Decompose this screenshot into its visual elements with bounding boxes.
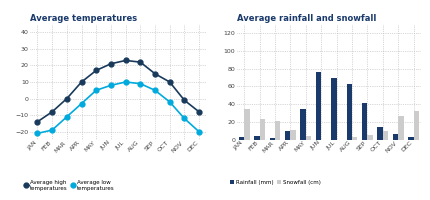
Legend: Rainfall (mm), Snowfall (cm): Rainfall (mm), Snowfall (cm) [230,180,320,185]
Bar [383,131,388,140]
Bar [347,84,352,140]
Bar [398,116,404,140]
Bar [316,72,321,140]
Bar [254,136,260,140]
Bar [368,135,373,140]
Bar [352,137,357,140]
Bar [378,127,383,140]
Text: Average rainfall and snowfall: Average rainfall and snowfall [237,14,376,23]
Bar [270,138,275,140]
Bar [393,134,398,140]
Bar [275,121,280,140]
Bar [301,109,306,140]
Bar [306,136,311,140]
Bar [331,78,337,140]
Bar [239,137,244,140]
Bar [408,137,414,140]
Bar [244,109,249,140]
Bar [362,103,368,140]
Bar [260,119,265,140]
Bar [285,131,290,140]
Text: Average temperatures: Average temperatures [30,14,137,23]
Bar [414,111,419,140]
Bar [290,130,296,140]
Legend: Average high
temperatures, Average low
temperatures: Average high temperatures, Average low t… [24,180,114,191]
